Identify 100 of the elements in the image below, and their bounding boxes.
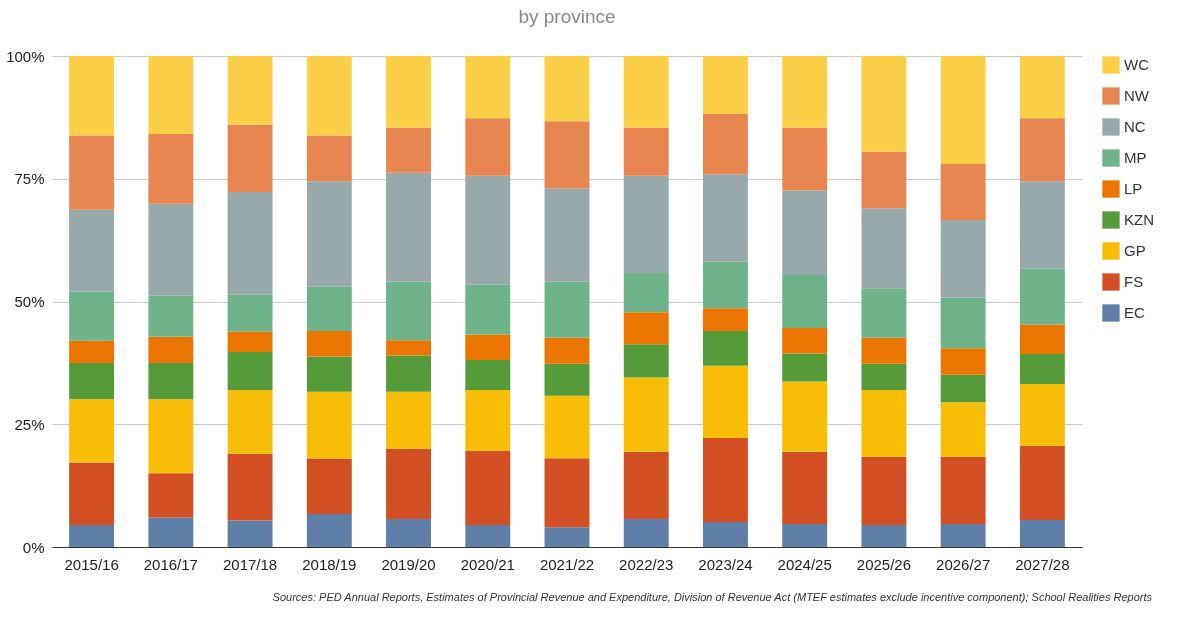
- bar: [386, 519, 431, 547]
- legend-label: LP: [1124, 180, 1143, 197]
- x-tick-label: 2024/25: [777, 555, 832, 573]
- bar: [544, 56, 590, 122]
- bar: [623, 273, 669, 313]
- bar: [69, 135, 115, 210]
- bar: [465, 389, 511, 451]
- bar: [227, 352, 273, 390]
- bar: [861, 208, 907, 289]
- bar: [227, 124, 273, 193]
- bar: [227, 453, 273, 521]
- bar: [306, 514, 352, 547]
- bar: [544, 337, 590, 364]
- y-tick-label: 100%: [6, 47, 45, 65]
- x-tick-label: 2020/21: [460, 555, 515, 573]
- bar: [782, 127, 828, 191]
- source-note: Sources: PED Annual Reports, Estimates of Provincial Revenue and Expenditure, Division of Revenue Act (MTEF estimates exclude incentive component); School Realities Reports: [272, 591, 1153, 603]
- legend-label: EC: [1124, 304, 1145, 321]
- y-tick-label: 75%: [14, 170, 45, 188]
- bar: [306, 56, 352, 136]
- y-tick-label: 25%: [14, 415, 45, 433]
- x-tick-label: 2023/24: [698, 555, 753, 573]
- bar: [69, 462, 115, 525]
- bar: [227, 520, 273, 547]
- bar: [465, 359, 511, 390]
- legend-label: GP: [1124, 242, 1146, 259]
- bar: [1019, 519, 1065, 547]
- bar: [940, 219, 986, 298]
- bar: [306, 181, 352, 287]
- bar: [386, 127, 431, 173]
- bar: [148, 362, 194, 400]
- x-tick-label: 2016/17: [143, 555, 198, 573]
- bar: [148, 56, 194, 135]
- bar: [148, 134, 194, 204]
- bar: [386, 355, 431, 392]
- bar: [703, 56, 748, 114]
- x-tick-label: 2018/19: [302, 555, 357, 573]
- bar: [465, 56, 511, 119]
- bar: [306, 458, 352, 515]
- bar: [623, 451, 669, 520]
- bar: [703, 261, 748, 309]
- x-tick-label: 2025/26: [856, 555, 912, 573]
- bar: [861, 151, 907, 209]
- bar: [782, 381, 828, 452]
- bar: [703, 113, 748, 175]
- bar: [465, 175, 511, 285]
- x-tick-label: 2019/20: [381, 555, 436, 573]
- bar: [1019, 268, 1065, 325]
- bar: [703, 174, 748, 262]
- legend-label: NC: [1124, 118, 1146, 135]
- bar: [1019, 56, 1065, 119]
- x-tick-label: 2021/22: [539, 555, 595, 573]
- bar: [69, 291, 115, 341]
- bar: [861, 389, 907, 457]
- bar: [1019, 354, 1065, 384]
- bar: [861, 56, 907, 152]
- bar: [465, 524, 511, 547]
- bar: [386, 448, 431, 520]
- bar: [782, 353, 828, 382]
- bar: [861, 288, 907, 338]
- bar: [623, 56, 669, 128]
- bar: [227, 331, 273, 353]
- bar: [386, 172, 431, 282]
- chart-title: by province: [518, 6, 616, 27]
- bar: [148, 295, 194, 337]
- bar: [940, 456, 986, 524]
- x-tick-label: 2026/27: [936, 555, 991, 573]
- legend-label: KZN: [1124, 211, 1154, 228]
- legend-label: MP: [1124, 149, 1147, 166]
- legend-label: NW: [1124, 87, 1150, 104]
- bar: [148, 203, 194, 296]
- bar: [306, 135, 352, 182]
- bar: [782, 274, 828, 329]
- bar: [544, 121, 590, 189]
- bar: [306, 330, 352, 357]
- bar: [623, 519, 669, 547]
- bar: [544, 527, 590, 547]
- bar: [861, 524, 907, 547]
- bar: [940, 523, 986, 547]
- bar: [940, 348, 986, 375]
- bar: [940, 164, 986, 220]
- bar: [69, 399, 115, 463]
- bar: [940, 56, 986, 165]
- bar: [1019, 181, 1065, 269]
- bar: [69, 524, 115, 547]
- bar: [940, 402, 986, 457]
- bar: [782, 451, 828, 524]
- bar: [1019, 118, 1065, 182]
- bar: [386, 56, 431, 128]
- bar: [544, 395, 590, 459]
- bar: [1019, 324, 1065, 355]
- bar: [623, 312, 669, 345]
- y-tick-label: 0%: [22, 538, 45, 556]
- bar: [148, 473, 194, 518]
- bar: [1019, 383, 1065, 446]
- bar: [544, 188, 590, 282]
- bar: [703, 521, 748, 547]
- bar: [1019, 445, 1065, 520]
- bar: [306, 356, 352, 392]
- bar: [782, 523, 828, 547]
